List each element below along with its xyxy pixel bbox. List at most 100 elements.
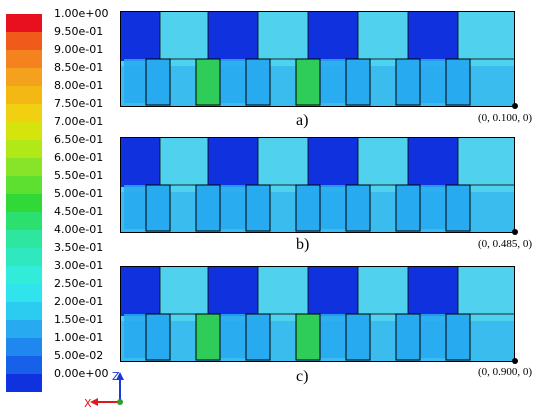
blade-block [345,58,371,106]
legend-label: 1.00e-01 [54,331,104,344]
legend-label: 6.00e-01 [54,151,104,164]
blade-block [245,184,271,232]
blade-block [195,313,221,361]
flow-channel-top [208,11,258,61]
legend-label: 7.50e-01 [54,97,104,110]
channel-outline [457,266,515,315]
legend-label: 8.00e-01 [54,79,104,92]
legend-color-box [6,140,42,158]
legend-color-box [6,356,42,374]
legend-color-box [6,302,42,320]
legend-label: 6.50e-01 [54,133,104,146]
channel-outline [257,266,309,315]
flow-channel-top [358,137,408,187]
panel-border [120,11,515,107]
legend-color-box [6,248,42,266]
blade-block [345,313,371,361]
flow-channel-top [120,137,160,187]
flow-channel-top [160,11,208,61]
channel-outline [457,11,515,60]
channel-outline [357,137,409,186]
contour-panel-b [120,137,515,233]
legend-color-box [6,122,42,140]
flow-channel-top [120,266,160,316]
channel-outline [357,11,409,60]
legend-label: 4.50e-01 [54,205,104,218]
legend-color-box [6,32,42,50]
legend-label: 9.00e-01 [54,43,104,56]
flow-channel-top [258,266,308,316]
contour-panel-a [120,11,515,107]
legend-label: 1.00e+00 [54,7,109,20]
blade-block [345,184,371,232]
flow-channel-top [120,11,160,61]
legend-color-box [6,338,42,356]
legend-color-box [6,212,42,230]
panel-label-a: a) [296,112,309,129]
channel-outline [457,137,515,186]
blade-block [445,313,471,361]
blade-block [145,184,171,232]
legend-label: 0.00e+00 [54,367,109,380]
legend-label: 3.50e-01 [54,241,104,254]
legend-label: 2.50e-01 [54,277,104,290]
flow-channel-top [458,11,515,61]
flow-channel-top [258,11,308,61]
blade-block [145,58,171,106]
channel-outline [357,266,409,315]
triad-origin [117,399,123,405]
origin-dot-c [512,358,518,364]
z-axis-arrow [116,372,124,380]
channel-outline [159,137,209,186]
flow-channel-top [308,11,358,61]
x-axis-arrow [90,398,98,406]
blade-block [145,313,171,361]
flow-channel-top [358,11,408,61]
legend-color-box [6,320,42,338]
flow-channel-top [258,137,308,187]
flow-channel-top [458,266,515,316]
channel-outline [159,11,209,60]
legend-color-box [6,176,42,194]
flow-channel-top [308,137,358,187]
legend-color-box [6,194,42,212]
legend-color-box [6,104,42,122]
legend-label: 7.00e-01 [54,115,104,128]
legend-color-box [6,68,42,86]
panel-border [120,266,515,362]
legend-label: 8.50e-01 [54,61,104,74]
blade-block [195,58,221,106]
blade-block [445,184,471,232]
contour-panel-c [120,266,515,362]
panel-label-c: c) [296,368,309,385]
flow-channel-top [458,137,515,187]
legend-label: 2.00e-01 [54,295,104,308]
legend-color-box [6,284,42,302]
flow-channel-top [408,266,458,316]
blade-block [395,313,421,361]
channel-outline [159,266,209,315]
flow-channel-top [160,266,208,316]
blade-block [295,313,321,361]
blade-block [245,313,271,361]
legend-color-box [6,50,42,68]
panel-border [120,137,515,233]
coordinate-label-b: (0, 0.485, 0) [478,238,533,250]
flow-channel-top [308,266,358,316]
legend-color-box [6,266,42,284]
legend-color-box [6,230,42,248]
z-axis-label: Z [112,370,120,383]
blade-block [395,184,421,232]
origin-dot-a [512,103,518,109]
coordinate-label-a: (0, 0.100, 0) [478,112,533,124]
origin-dot-b [512,229,518,235]
blade-block [195,184,221,232]
flow-channel-top [208,137,258,187]
legend-color-box [6,374,42,392]
blade-block [295,184,321,232]
axis-triad: Z X [84,370,124,410]
flow-channel-top [408,11,458,61]
legend-label: 5.00e-02 [54,349,104,362]
legend-label: 9.50e-01 [54,25,104,38]
flow-channel-top [160,137,208,187]
